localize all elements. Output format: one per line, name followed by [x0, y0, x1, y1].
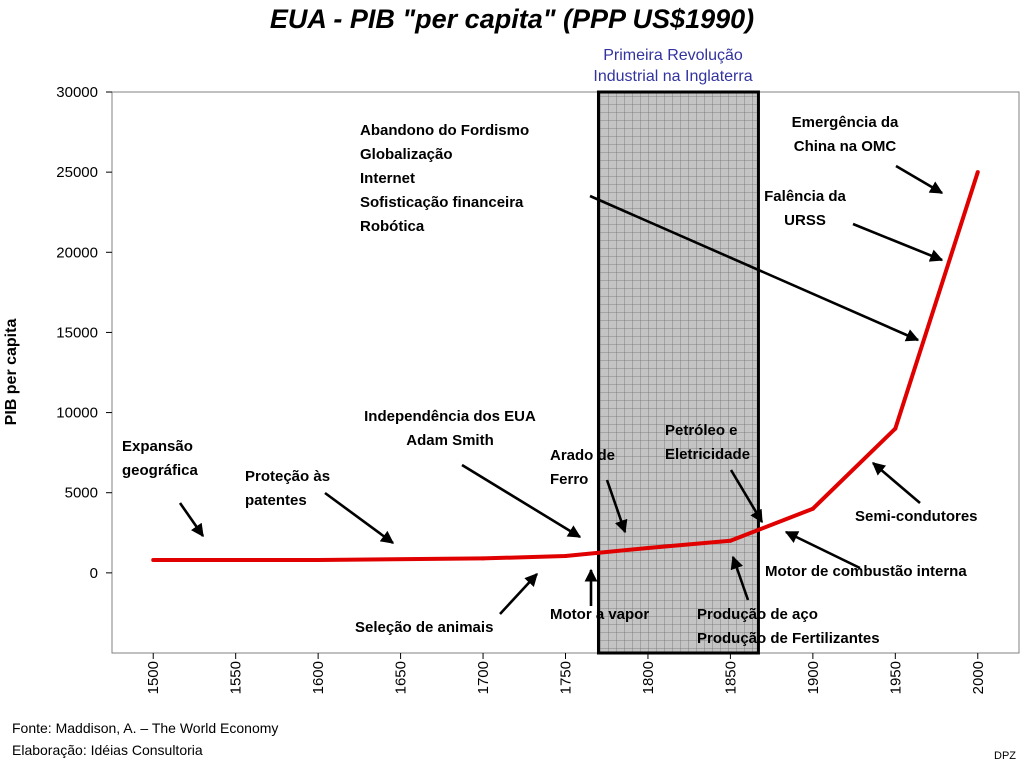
annotation-arrow [852, 222, 944, 262]
annotation-expansao: Expansão geográfica [122, 438, 198, 479]
y-tick-label: 30000 [56, 84, 98, 101]
y-tick-label: 10000 [56, 405, 98, 422]
annotation-petroleo: Petróleo e Eletricidade [665, 422, 751, 463]
x-tick-label: 1650 [393, 661, 410, 694]
annotation-china-omc: Emergência da China na OMC [791, 114, 899, 155]
footer-elaboration: Elaboração: Idéias Consultoria [12, 742, 203, 758]
annotation-arrow [895, 164, 944, 195]
data-point [893, 426, 898, 431]
annotation-arrow [589, 194, 920, 342]
y-tick-label: 20000 [56, 244, 98, 261]
annotation-arrow [461, 463, 582, 539]
footer-source: Fonte: Maddison, A. – The World Economy [12, 720, 279, 736]
x-tick-label: 1750 [558, 661, 575, 694]
footer: Fonte: Maddison, A. – The World Economy … [12, 717, 278, 761]
annotation-arrows [178, 164, 944, 615]
x-tick-label: 1600 [310, 661, 327, 694]
annotation-motor-combustao: Motor de combustão interna [765, 563, 967, 580]
data-point [481, 556, 486, 561]
x-tick-label: 2000 [970, 661, 987, 694]
highlight-period [596, 90, 760, 655]
annotation-producao-aco: Produção de aço Produção de Fertilizante… [697, 606, 880, 647]
annotation-selecao-animais: Seleção de animais [355, 619, 494, 636]
annotation-arrow [784, 530, 861, 570]
annotation-arrow [178, 502, 205, 538]
data-point [645, 546, 650, 551]
annotation-arrow [730, 555, 750, 601]
annotation-arrow [324, 491, 395, 545]
x-tick-label: 1550 [228, 661, 245, 694]
y-tick-label: 25000 [56, 164, 98, 181]
x-tick-label: 1500 [145, 661, 162, 694]
data-point [563, 554, 568, 559]
annotation-arrow [605, 479, 628, 534]
x-tick-label: 1800 [640, 661, 657, 694]
x-tick-label: 1700 [475, 661, 492, 694]
x-axis: 1500 1550 1600 1650 1700 1750 1800 1850 1900 1950… [145, 653, 987, 694]
annotation-patentes: Proteção às patentes [245, 468, 331, 509]
period-label: Primeira Revolução Industrial na Inglate… [593, 47, 753, 85]
data-point [151, 558, 156, 563]
series-layer [151, 170, 980, 563]
annotation-arrow [872, 462, 921, 504]
x-tick-label: 1950 [887, 661, 904, 694]
x-tick-label: 1900 [805, 661, 822, 694]
annotation-independencia: Independência dos EUA Adam Smith [364, 408, 536, 449]
annotation-arrow [729, 469, 764, 524]
data-point [316, 558, 321, 563]
chart-title: EUA - PIB "per capita" (PPP US$1990) [269, 4, 755, 34]
y-tick-label: 5000 [65, 485, 98, 502]
y-axis-label: PIB per capita [3, 319, 20, 426]
data-point [975, 170, 980, 175]
annotation-arrow [499, 573, 538, 615]
annotation-fordismo: Abandono do Fordismo Globalização Intern… [360, 122, 530, 235]
y-tick-label: 15000 [56, 324, 98, 341]
annotation-urss: Falência da URSS [764, 188, 846, 229]
data-point [728, 538, 733, 543]
period-band [596, 90, 760, 655]
annotation-semicondutores: Semi-condutores [855, 508, 978, 525]
x-tick-label: 1850 [722, 661, 739, 694]
y-tick-label: 0 [90, 565, 98, 582]
annotation-arado: Arado de Ferro [550, 447, 616, 488]
credit-label: DPZ [994, 750, 1016, 762]
y-axis: 0 5000 10000 15000 20000 25000 30000 [56, 84, 112, 582]
data-point [810, 506, 815, 511]
annotation-motor-vapor: Motor a vapor [550, 606, 650, 623]
